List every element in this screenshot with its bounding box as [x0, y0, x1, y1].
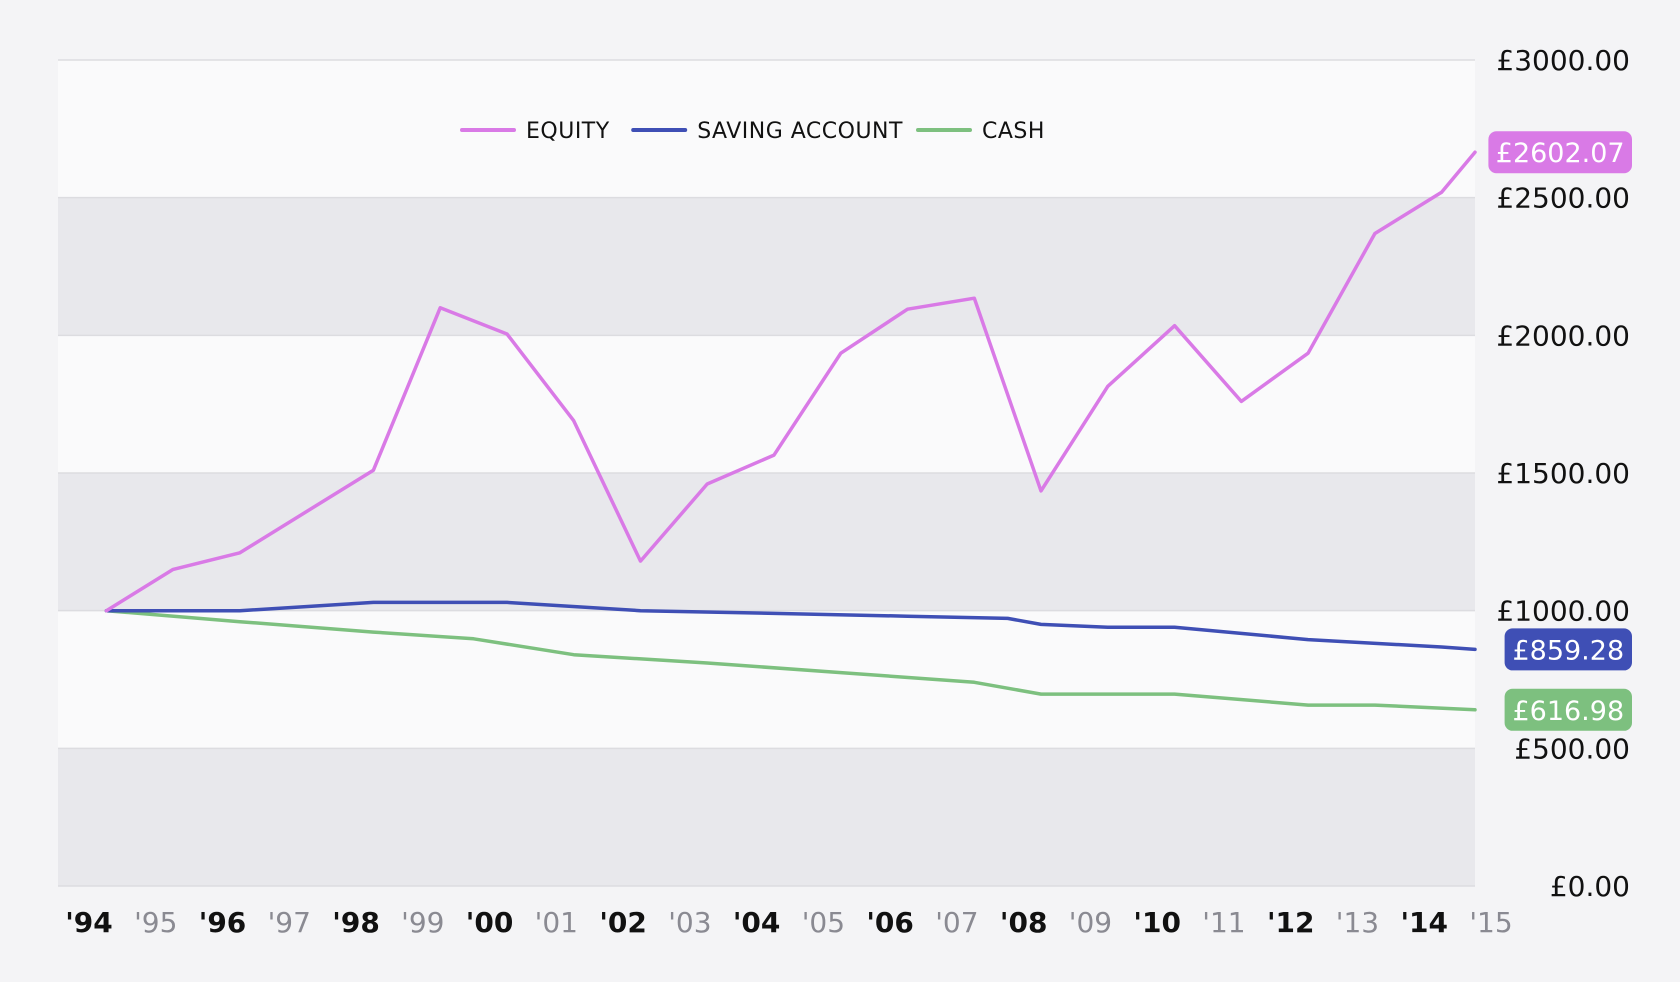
series-line-cash: [104, 608, 1477, 712]
x-tick-label: '97: [268, 906, 311, 939]
x-tick-label: '12: [1267, 906, 1315, 939]
x-tick-label: '99: [401, 906, 444, 939]
grid-band: [58, 610, 1475, 749]
legend-label: SAVING ACCOUNT: [697, 119, 903, 144]
legend-item-saving-account: SAVING ACCOUNT: [631, 119, 903, 144]
x-tick-label: '15: [1469, 906, 1512, 939]
end-label-pill: [1504, 688, 1632, 731]
end-label-saving-account: £859.28: [1504, 628, 1632, 671]
x-tick-label: '11: [1202, 906, 1245, 939]
grid-band: [58, 335, 1475, 473]
legend-label: EQUITY: [526, 119, 610, 144]
x-tick-label: '04: [733, 906, 781, 939]
series-line-equity: [104, 150, 1477, 613]
series-line-saving-account: [104, 600, 1477, 652]
x-tick-label: '96: [199, 906, 247, 939]
legend: EQUITY SAVING ACCOUNT CASH: [460, 119, 1045, 144]
y-tick-label: £2000.00: [1496, 319, 1630, 352]
x-tick-label: '00: [466, 906, 514, 939]
series-lines: [104, 150, 1477, 712]
legend-label: CASH: [982, 119, 1045, 144]
y-tick-label: £1000.00: [1496, 595, 1630, 628]
end-value-labels: £2602.07 £859.28 £616.98: [1488, 131, 1632, 731]
end-label-cash: £616.98: [1504, 688, 1632, 731]
x-tick-label: '01: [535, 906, 578, 939]
x-tick-label: '94: [65, 906, 113, 939]
y-tick-label: £2500.00: [1496, 182, 1630, 215]
end-label-text: £859.28: [1512, 635, 1624, 666]
legend-item-cash: CASH: [916, 119, 1045, 144]
x-axis: '94 '95 '96 '97 '98 '99 '00 '01 '02 '03 '04 '05 '06 '…: [65, 906, 1512, 939]
x-tick-label: '09: [1069, 906, 1112, 939]
x-tick-label: '03: [668, 906, 711, 939]
end-label-pill: [1504, 628, 1632, 671]
y-tick-label: £3000.00: [1496, 44, 1630, 77]
end-label-text: £616.98: [1512, 696, 1624, 727]
end-label-equity: £2602.07: [1488, 131, 1632, 174]
grid-band: [58, 748, 1475, 886]
y-tick-label: £500.00: [1514, 732, 1630, 765]
x-tick-label: '06: [866, 906, 914, 939]
end-label-pill: [1488, 131, 1632, 174]
y-axis: £0.00 £500.00 £1000.00 £1500.00 £2000.00 £250…: [1496, 44, 1630, 903]
x-tick-label: '07: [935, 906, 978, 939]
grid-band: [58, 473, 1475, 611]
x-tick-label: '05: [802, 906, 845, 939]
x-tick-label: '14: [1400, 906, 1448, 939]
y-tick-label: £1500.00: [1496, 457, 1630, 490]
legend-item-equity: EQUITY: [460, 119, 610, 144]
end-label-text: £2602.07: [1496, 138, 1625, 169]
x-tick-label: '02: [599, 906, 647, 939]
x-tick-label: '10: [1133, 906, 1181, 939]
x-tick-label: '98: [332, 906, 380, 939]
grid-band: [58, 197, 1475, 336]
grid-lines: [58, 59, 1475, 887]
x-tick-label: '95: [134, 906, 177, 939]
x-tick-label: '08: [1000, 906, 1048, 939]
grid-band: [58, 60, 1475, 198]
y-tick-label: £0.00: [1550, 870, 1630, 903]
x-tick-label: '13: [1336, 906, 1379, 939]
